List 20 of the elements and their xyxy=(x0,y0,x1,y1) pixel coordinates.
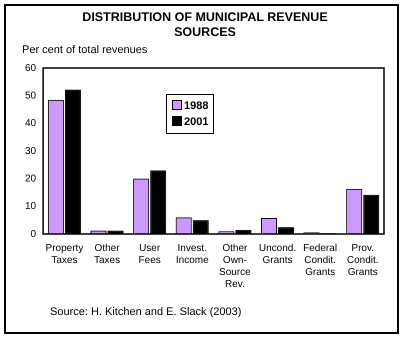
x-tick-label: Other Own-Source Rev. xyxy=(219,242,252,290)
x-tick-label: Other Taxes xyxy=(94,242,120,266)
y-tick-label: 0 xyxy=(30,228,37,240)
x-tick-label: Property Taxes xyxy=(46,242,84,266)
y-tick-label: 10 xyxy=(25,201,37,212)
x-tick-label: Federal Condit. Grants xyxy=(303,242,338,278)
y-tick-label: 20 xyxy=(25,173,37,184)
chart-title: DISTRIBUTION OF MUNICIPAL REVENUE SOURCES xyxy=(81,10,329,40)
y-tick-label: 40 xyxy=(25,118,37,130)
x-tick-label: Uncond. Grants xyxy=(258,242,296,266)
x-tick-label: Invest. Income xyxy=(176,242,210,266)
legend-label: 1988 xyxy=(184,100,208,112)
y-axis-title: Per cent of total revenues xyxy=(22,44,148,56)
legend-label: 2001 xyxy=(184,116,208,128)
source-note: Source: H. Kitchen and E. Slack (2003) xyxy=(50,306,242,318)
y-tick-label: 60 xyxy=(25,62,37,74)
y-tick-label: 30 xyxy=(25,146,37,157)
x-tick-label: User Fees xyxy=(138,242,161,266)
y-tick-label: 50 xyxy=(25,90,37,102)
x-tick-label: Prov. Condit. Grants xyxy=(346,242,379,278)
